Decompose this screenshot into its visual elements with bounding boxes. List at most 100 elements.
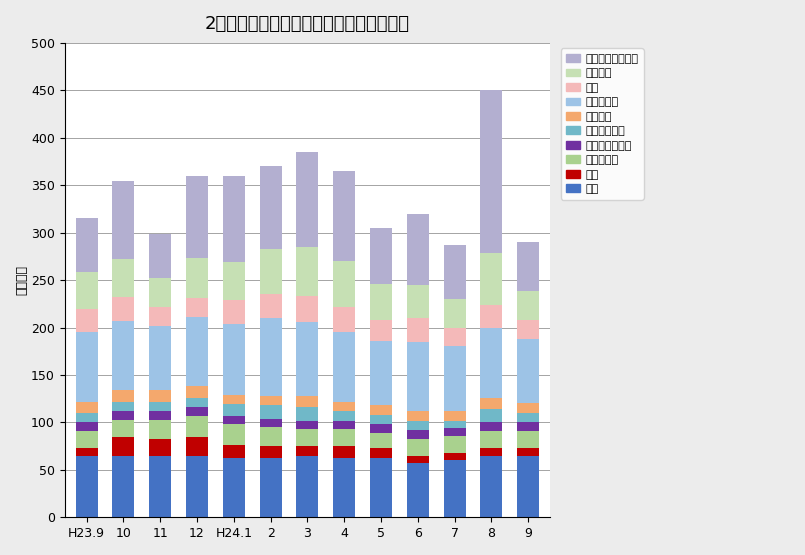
Bar (333, 421, 355, 429)
Bar (113, 411, 134, 420)
Title: 2人以上の勤労世帯の平均消費支出の内訳: 2人以上の勤労世帯の平均消費支出の内訳 (205, 15, 410, 33)
Bar (370, 415, 392, 425)
Bar (517, 242, 539, 291)
Bar (370, 457, 392, 517)
Bar (259, 446, 282, 457)
Bar (333, 446, 355, 457)
Bar (296, 456, 319, 517)
Bar (259, 318, 282, 396)
Bar (481, 253, 502, 305)
Bar (76, 273, 97, 309)
Bar (149, 390, 171, 401)
Bar (407, 456, 429, 463)
Bar (296, 152, 319, 247)
Bar (370, 405, 392, 415)
Bar (76, 456, 97, 517)
Bar (370, 341, 392, 405)
Bar (149, 307, 171, 326)
Bar (407, 342, 429, 411)
Bar (186, 398, 208, 407)
Bar (223, 300, 245, 324)
Bar (259, 249, 282, 294)
Bar (76, 401, 97, 413)
Bar (407, 421, 429, 430)
Bar (223, 445, 245, 457)
Bar (333, 171, 355, 261)
Bar (481, 329, 502, 398)
Bar (186, 407, 208, 416)
Bar (333, 429, 355, 446)
Bar (333, 411, 355, 421)
Bar (113, 181, 134, 259)
Bar (186, 176, 208, 258)
Bar (113, 321, 134, 390)
Bar (259, 294, 282, 318)
Bar (370, 448, 392, 457)
Bar (186, 386, 208, 398)
Bar (259, 457, 282, 517)
Bar (333, 457, 355, 517)
Bar (76, 332, 97, 401)
Bar (370, 425, 392, 433)
Bar (296, 322, 319, 396)
Bar (517, 413, 539, 422)
Bar (223, 324, 245, 395)
Bar (517, 431, 539, 448)
Bar (149, 411, 171, 420)
Bar (259, 405, 282, 418)
Bar (186, 416, 208, 437)
Bar (76, 448, 97, 456)
Bar (481, 90, 502, 253)
Bar (481, 398, 502, 409)
Bar (259, 427, 282, 446)
Bar (149, 438, 171, 456)
Bar (444, 411, 465, 421)
Bar (296, 296, 319, 322)
Bar (76, 309, 97, 332)
Bar (296, 396, 319, 407)
Bar (370, 228, 392, 284)
Bar (76, 431, 97, 448)
Bar (370, 433, 392, 448)
Bar (481, 431, 502, 448)
Bar (113, 420, 134, 437)
Bar (444, 245, 465, 299)
Bar (113, 437, 134, 456)
Bar (407, 430, 429, 438)
Bar (186, 258, 208, 298)
Bar (481, 409, 502, 422)
Bar (481, 448, 502, 456)
Bar (517, 422, 539, 431)
Bar (517, 448, 539, 456)
Bar (259, 166, 282, 249)
Bar (223, 457, 245, 517)
Bar (149, 326, 171, 390)
Bar (444, 327, 465, 346)
Bar (113, 259, 134, 297)
Bar (444, 421, 465, 428)
Bar (444, 428, 465, 436)
Bar (149, 278, 171, 307)
Bar (333, 401, 355, 411)
Bar (149, 456, 171, 517)
Bar (517, 320, 539, 339)
Bar (333, 332, 355, 401)
Bar (259, 396, 282, 405)
Bar (407, 411, 429, 421)
Bar (149, 420, 171, 438)
Bar (186, 456, 208, 517)
Bar (223, 262, 245, 300)
Bar (444, 299, 465, 327)
Bar (407, 463, 429, 517)
Y-axis label: （千円）: （千円） (15, 265, 28, 295)
Bar (113, 456, 134, 517)
Bar (481, 422, 502, 431)
Legend: その他の消費支出, 教養娯楽, 教育, 交通・通信, 保健医療, 被服及び履物, 家具・家事用品, 光熱・水道, 住居, 食料: その他の消費支出, 教養娯楽, 教育, 交通・通信, 保健医療, 被服及び履物,… (561, 48, 644, 200)
Bar (517, 403, 539, 413)
Bar (296, 421, 319, 429)
Bar (113, 297, 134, 321)
Bar (186, 298, 208, 317)
Bar (186, 317, 208, 386)
Bar (517, 339, 539, 403)
Bar (333, 261, 355, 307)
